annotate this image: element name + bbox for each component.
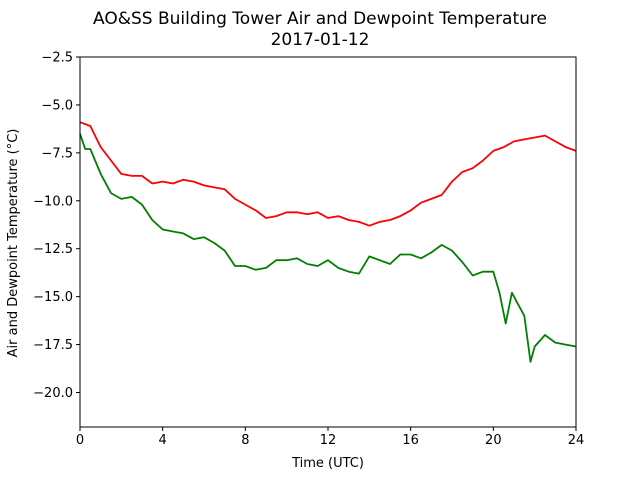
series-line-1 [79, 121, 577, 227]
plot-frame [79, 56, 577, 428]
plot-series [79, 121, 577, 363]
x-axis: 0 4 8 12 16 20 24 [76, 427, 584, 448]
x-tick-label: 4 [159, 433, 167, 448]
x-tick-label: 8 [241, 433, 249, 448]
y-tick-label: −7.5 [41, 146, 73, 161]
y-tick-label: −17.5 [33, 338, 73, 353]
x-tick-label: 20 [485, 433, 502, 448]
y-axis-label: Air and Dewpoint Temperature (°C) [6, 129, 21, 358]
y-tick-label: −12.5 [33, 242, 73, 257]
y-tick-label: −15.0 [33, 290, 73, 305]
x-tick-label: 24 [568, 433, 585, 448]
y-tick-label: −10.0 [33, 194, 73, 209]
x-tick-label: 12 [320, 433, 337, 448]
y-axis: −2.5 −5.0 −7.5 −10.0 −12.5 −15.0 −17.5 −20.0 [33, 51, 80, 401]
chart-title: AO&SS Building Tower Air and Dewpoint Te… [93, 9, 547, 29]
y-tick-label: −20.0 [33, 386, 73, 401]
series-line-2 [79, 133, 577, 363]
y-tick-label: −5.0 [41, 98, 73, 113]
y-tick-label: −2.5 [41, 51, 73, 66]
x-tick-label: 0 [76, 433, 84, 448]
x-tick-label: 16 [402, 433, 419, 448]
x-axis-label: Time (UTC) [291, 456, 364, 471]
chart-subtitle: 2017-01-12 [271, 30, 370, 50]
